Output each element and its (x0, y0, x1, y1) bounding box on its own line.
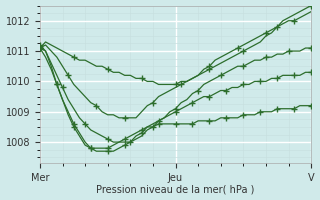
X-axis label: Pression niveau de la mer( hPa ): Pression niveau de la mer( hPa ) (96, 184, 255, 194)
